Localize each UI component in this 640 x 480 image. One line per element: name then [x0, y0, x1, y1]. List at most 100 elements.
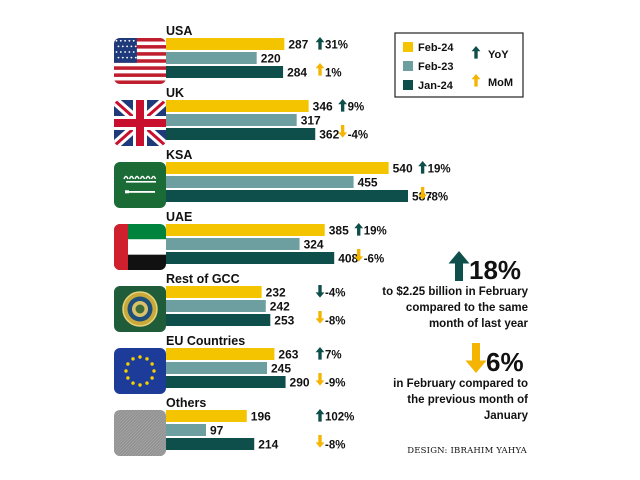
legend-label-jan24: Jan-24 — [418, 80, 454, 92]
bar-value-feb24: 346 — [313, 100, 333, 114]
mom-percent: -9% — [325, 378, 345, 390]
bar-jan24 — [166, 376, 286, 388]
legend-swatch-feb23 — [403, 61, 413, 71]
bar-jan24 — [166, 438, 255, 450]
legend-yoy-arrow-icon — [471, 46, 481, 59]
country-label: Rest of GCC — [166, 272, 240, 286]
bar-value-jan24: 362 — [319, 128, 339, 142]
eu-flag-icon — [114, 348, 166, 394]
mom-total-percent: 6% — [486, 347, 524, 377]
big-up-arrow-icon — [448, 251, 470, 281]
bar-feb24 — [166, 38, 285, 50]
bar-value-feb24: 232 — [266, 286, 286, 300]
big-down-arrow-icon — [465, 343, 487, 373]
bar-value-feb24: 196 — [251, 410, 271, 424]
bar-feb23 — [166, 362, 268, 374]
bar-value-feb23: 242 — [270, 300, 290, 314]
design-credit: DESIGN: IBRAHIM YAHYA — [407, 446, 527, 456]
legend: Feb-24 Feb-23 Jan-24 YoY MoM — [394, 32, 524, 98]
country-label: UK — [166, 86, 184, 100]
legend-label-feb23: Feb-23 — [418, 61, 453, 73]
country-label: KSA — [166, 148, 192, 162]
bar-jan24 — [166, 190, 408, 202]
yoy-arrow-icon — [315, 285, 325, 298]
bar-feb24 — [166, 100, 309, 112]
legend-label-yoy: YoY — [488, 49, 509, 61]
yoy-percent: 19% — [364, 226, 387, 238]
big-up-arrow-shape — [448, 251, 470, 281]
yoy-total-percent: 18% — [469, 255, 521, 285]
bar-value-jan24: 253 — [274, 314, 294, 328]
country-label: USA — [166, 24, 192, 38]
mom-arrow-icon — [315, 311, 325, 324]
bar-feb23 — [166, 114, 297, 126]
yoy-arrow-icon — [354, 223, 364, 236]
uae-flag-icon — [114, 224, 166, 270]
bar-feb24 — [166, 410, 247, 422]
country-label: EU Countries — [166, 334, 245, 348]
mom-arrow-icon — [315, 373, 325, 386]
bar-value-feb23: 220 — [261, 52, 281, 66]
bar-value-feb23: 324 — [304, 238, 324, 252]
mom-arrow-icon — [315, 435, 325, 448]
mom-arrow-icon — [315, 63, 325, 76]
bar-feb24 — [166, 224, 325, 236]
country-label: Others — [166, 396, 206, 410]
country-group: Others 196 97 214 102% -8% — [114, 396, 354, 456]
yoy-total-line-3: month of last year — [429, 318, 529, 330]
mom-percent: -4% — [348, 130, 368, 142]
ksa-flag-icon — [114, 162, 166, 208]
mom-total-line-1: in February compared to — [393, 378, 528, 390]
legend-box — [394, 32, 524, 98]
legend-label-mom: MoM — [488, 77, 513, 89]
bar-jan24 — [166, 314, 271, 326]
yoy-arrow-icon — [315, 409, 325, 422]
bar-feb24 — [166, 286, 262, 298]
mom-total-line-3: January — [484, 410, 529, 422]
bar-value-feb24: 263 — [278, 348, 298, 362]
mom-arrow-icon — [418, 187, 428, 200]
yoy-arrow-shape — [471, 46, 481, 59]
yoy-percent: 31% — [325, 40, 348, 52]
legend-label-feb24: Feb-24 — [418, 42, 454, 54]
bar-value-jan24: 408 — [338, 252, 358, 266]
yoy-arrow-icon — [418, 161, 428, 174]
gcc-emblem-icon — [114, 286, 166, 332]
big-down-arrow-shape — [465, 343, 487, 373]
bar-value-jan24: 284 — [287, 66, 307, 80]
yoy-percent: 7% — [325, 350, 342, 362]
mom-arrow-shape — [471, 74, 481, 87]
yoy-percent: 102% — [325, 412, 354, 424]
bar-feb23 — [166, 176, 354, 188]
yoy-total-line-1: to $2.25 billion in February — [382, 286, 528, 298]
mom-percent: 1% — [325, 68, 342, 80]
yoy-percent: -4% — [325, 288, 345, 300]
bar-jan24 — [166, 128, 316, 140]
uk-flag-icon — [114, 100, 166, 146]
bar-value-feb23: 97 — [210, 424, 224, 438]
country-group: UAE 385 324 408 19% -6% — [114, 210, 387, 270]
yoy-total-annotation: 18% to $2.25 billion in February compare… — [382, 251, 529, 330]
mom-percent: -8% — [325, 316, 345, 328]
bar-feb23 — [166, 300, 266, 312]
country-group: KSA54045558719%-8% — [114, 148, 451, 208]
bar-jan24 — [166, 66, 284, 78]
bar-feb23 — [166, 238, 300, 250]
yoy-percent: 9% — [348, 102, 365, 114]
bar-value-feb23: 455 — [358, 176, 378, 190]
yoy-percent: 19% — [428, 164, 451, 176]
bar-value-feb24: 540 — [393, 162, 413, 176]
mom-arrow-icon — [354, 249, 364, 262]
yoy-arrow-icon — [315, 37, 325, 50]
legend-mom-arrow-icon — [471, 74, 481, 87]
bar-feb23 — [166, 424, 206, 436]
generic-flag-icon — [114, 410, 166, 456]
bar-jan24 — [166, 252, 335, 264]
bar-value-jan24: 214 — [258, 438, 278, 452]
mom-percent: -6% — [364, 254, 384, 266]
